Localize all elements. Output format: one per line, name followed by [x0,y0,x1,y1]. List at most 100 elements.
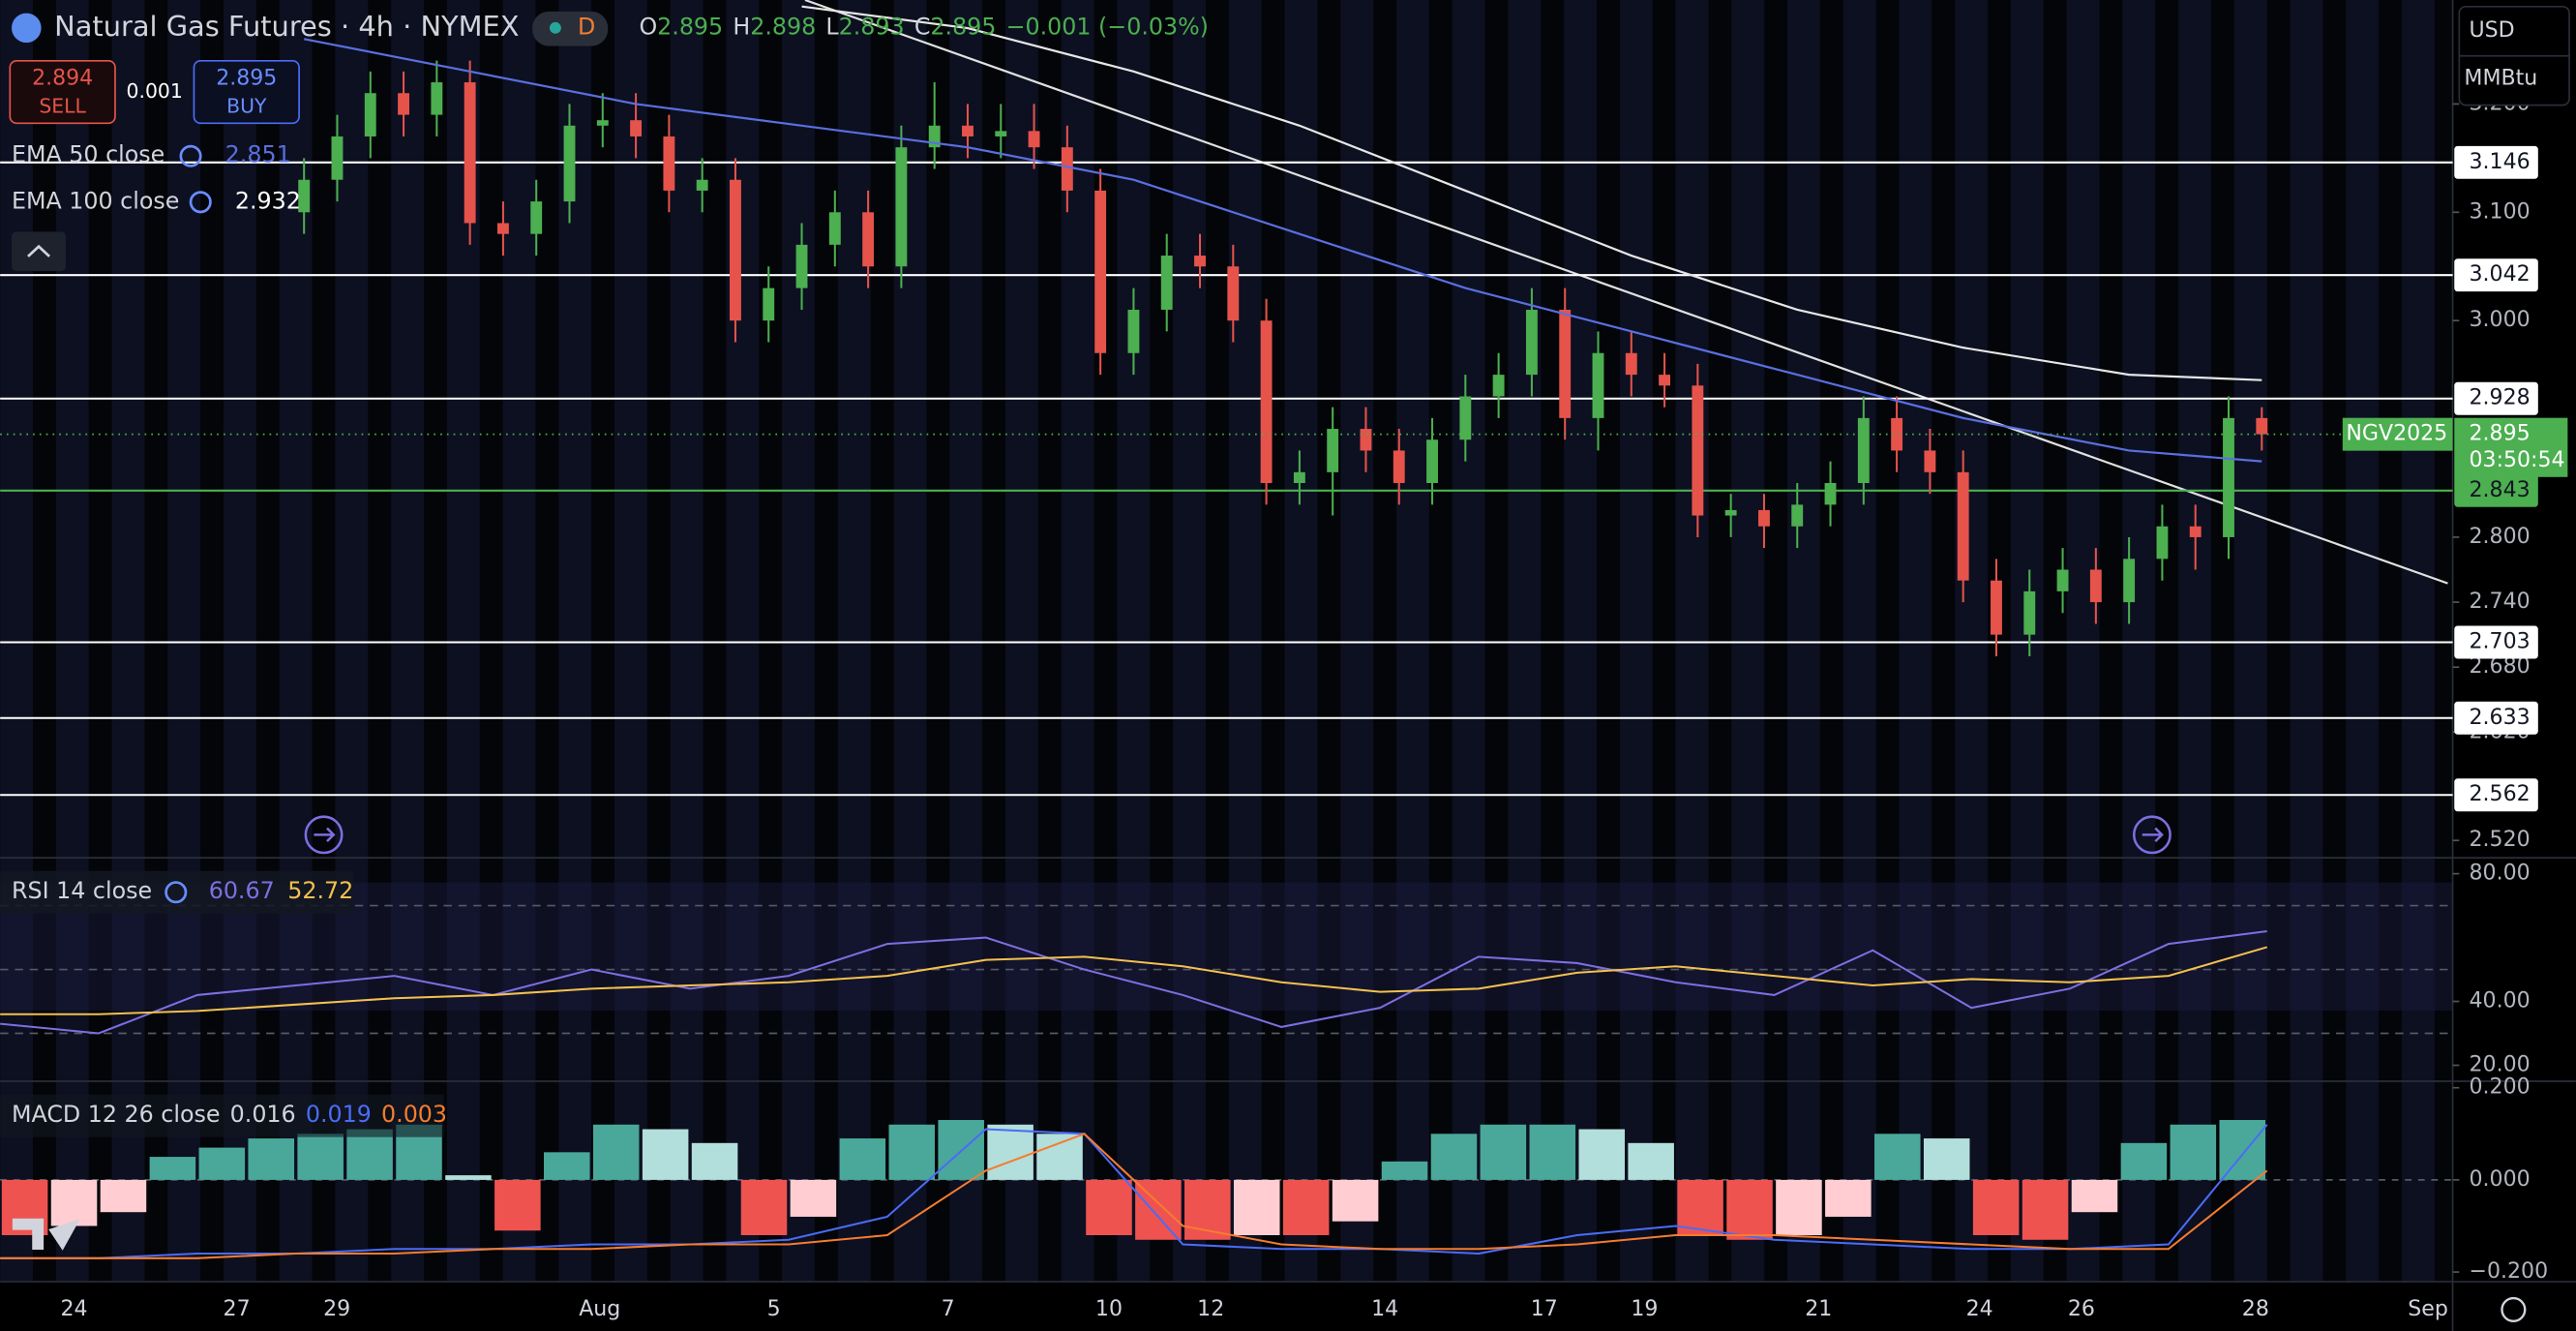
histogram-bar [346,1129,393,1180]
x-tick-label: 24 [1966,1297,1993,1321]
sell-button[interactable] [9,59,116,125]
histogram-bar [1972,1179,2020,1236]
candle-body [496,223,509,234]
x-tick-label: 7 [942,1297,955,1321]
ohlc-value: 2.895 [657,13,723,40]
histogram-bar [149,1157,196,1180]
ohlc-label: L [825,13,839,40]
histogram-bar [2219,1120,2266,1180]
histogram-bar [1628,1142,1674,1180]
indicator-name: EMA 50 close [12,141,165,168]
sell-price[interactable]: 2.894 [32,66,93,90]
collapse-button[interactable] [12,231,67,272]
histogram-bar [494,1179,541,1231]
sell-label[interactable]: SELL [39,94,86,117]
settings-icon[interactable] [2501,1296,2527,1323]
y-tick-label: 2.800 [2470,525,2531,549]
histogram-bar [740,1179,788,1236]
indicator-icon [179,144,202,167]
candle-body [928,125,941,148]
histogram-bar [198,1147,246,1180]
histogram-bar [1578,1129,1625,1180]
countdown: 03:50:54 [2470,448,2565,472]
candle-body [630,120,643,136]
histogram-bar [1726,1179,1773,1240]
candle-body [862,212,875,267]
histogram-bar [1332,1179,1379,1222]
buy-price[interactable]: 2.895 [216,66,277,90]
candle-body [596,120,609,126]
indicator-icon [165,881,188,904]
histogram-bar [2120,1142,2168,1180]
candle-body [1592,352,1604,418]
symbol-tag-bg [2342,417,2453,451]
replay-icon[interactable] [304,815,344,855]
histogram-bar [790,1179,837,1217]
interval-badge[interactable] [532,11,609,46]
symbol-tag: NGV2025 [2346,422,2447,446]
rsi-title: RSI 14 close [12,877,152,904]
candle-body [1260,320,1273,483]
candle-body [828,212,841,245]
candle-body [364,93,376,136]
candle-body [1857,417,1870,483]
candle-body [1160,256,1173,310]
histogram-bar [691,1142,738,1180]
x-tick-label: 28 [2242,1297,2269,1321]
chart-title: Natural Gas Futures · 4h · NYMEX [54,10,519,43]
collapse-icon [27,244,50,257]
spread: 0.001 [127,79,183,103]
histogram-bar [50,1179,98,1226]
ohlc-value: 2.895 [930,13,996,40]
currency[interactable]: USD [2470,18,2515,43]
indicator-icon [189,191,212,214]
histogram-bar [987,1124,1033,1180]
level-label-bg [2454,625,2538,659]
level-label-bg [2454,258,2538,292]
level-label: 2.633 [2470,706,2531,730]
level-label: 3.146 [2470,150,2531,174]
macd-title: MACD 12 26 close [12,1101,220,1128]
replay-arrow [314,827,336,843]
histogram-bar [445,1175,492,1180]
last-price: 2.895 [2470,422,2531,446]
indicator-value: 2.932 [235,187,301,214]
macd-legend-bg [0,1094,444,1137]
ohlc-label: H [733,13,750,40]
trendline [804,0,2448,585]
x-tick-label: 17 [1531,1297,1558,1321]
level-label: 2.703 [2470,629,2531,653]
candle-body [398,93,409,115]
level-label-bg [2454,473,2538,507]
unit[interactable]: MMBtu [2464,66,2537,90]
histogram-bar [1233,1179,1280,1236]
candle-body [298,179,311,213]
histogram-bar [642,1129,689,1180]
histogram-bar [839,1138,886,1180]
level-label-bg [2454,145,2538,179]
y-tick-label: 3.100 [2470,199,2531,224]
x-tick-label: 26 [2068,1297,2095,1321]
candle-body [1559,309,1572,418]
level-label-bg [2454,701,2538,735]
histogram-bar [1381,1161,1428,1180]
candle-body [763,287,775,321]
candle-body [2189,526,2202,537]
ema-line [801,5,2262,381]
rsi-legend-bg [0,870,354,914]
replay-icon[interactable] [2132,815,2172,855]
buy-label[interactable]: BUY [226,94,267,117]
x-tick-label: 5 [767,1297,781,1321]
histogram-bar [2022,1179,2069,1240]
candle-body [1459,396,1472,440]
last-price-bg [2454,417,2568,477]
tv-logo[interactable] [12,1218,80,1251]
candle-body [1625,352,1637,376]
candle-body [1426,439,1438,483]
candle-body [1758,509,1770,527]
rsi-band [0,882,2453,1011]
candle-body [2023,590,2036,635]
candle-body [962,125,973,136]
buy-button[interactable] [193,59,300,125]
